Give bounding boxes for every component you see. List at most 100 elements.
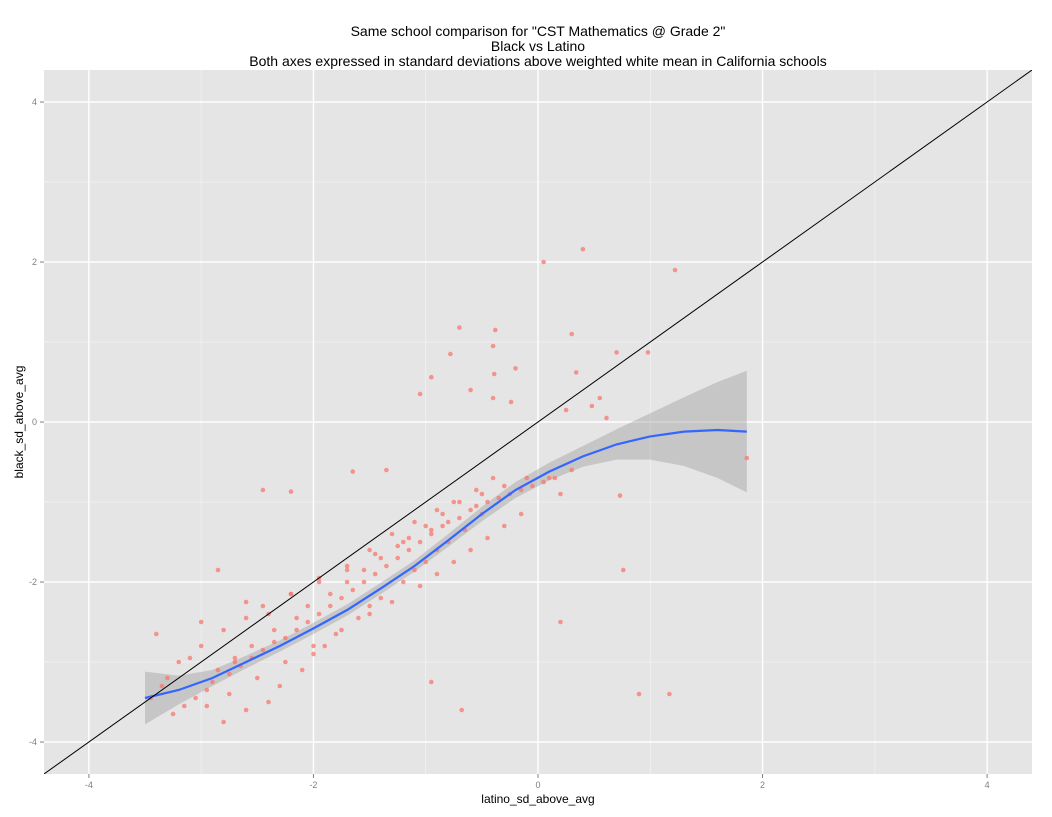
data-point: [221, 627, 226, 633]
data-point: [569, 467, 574, 473]
data-point: [490, 475, 496, 481]
data-point: [401, 579, 406, 585]
data-point: [372, 571, 378, 577]
data-point: [440, 523, 445, 529]
data-point: [294, 615, 299, 621]
data-point: [322, 643, 328, 649]
scatter-points: [148, 246, 750, 725]
confidence-band: [145, 370, 747, 725]
data-point: [288, 489, 294, 494]
reference-line-layer: [44, 70, 1032, 774]
data-point: [546, 475, 552, 481]
data-point: [491, 371, 497, 377]
data-point: [573, 370, 579, 375]
data-point: [468, 507, 473, 513]
data-point: [569, 331, 574, 337]
data-point: [412, 567, 417, 573]
data-point: [490, 343, 496, 349]
data-point: [283, 659, 288, 665]
data-point: [389, 531, 395, 537]
data-point: [429, 374, 434, 380]
data-point: [508, 399, 514, 405]
data-point: [198, 619, 204, 625]
y-tick-label: -4: [29, 737, 37, 747]
y-axis-title: black_sd_above_avg: [12, 366, 26, 479]
data-point: [636, 691, 642, 697]
data-point: [563, 407, 569, 413]
data-point: [448, 351, 453, 357]
data-point: [468, 547, 473, 553]
y-tick-label: 4: [32, 97, 37, 107]
data-point: [490, 395, 496, 401]
data-point: [367, 547, 372, 553]
data-point: [227, 671, 232, 677]
data-point: [468, 387, 473, 393]
data-point: [445, 519, 451, 525]
data-point: [513, 366, 518, 371]
data-point: [589, 403, 595, 409]
data-point: [339, 595, 344, 601]
data-point: [170, 711, 176, 717]
data-point: [249, 643, 254, 649]
data-point: [518, 487, 524, 493]
data-point: [406, 547, 412, 553]
data-point: [378, 555, 384, 561]
x-tick-label: -4: [85, 780, 93, 790]
data-point: [165, 675, 170, 681]
data-point: [434, 571, 440, 577]
data-point: [187, 655, 193, 661]
data-point: [210, 679, 215, 685]
data-point: [412, 519, 417, 525]
data-point: [328, 603, 333, 609]
y-tick-label: 0: [32, 417, 37, 427]
data-point: [159, 683, 165, 689]
data-point: [496, 495, 502, 501]
data-point: [580, 246, 586, 252]
data-point: [493, 327, 498, 333]
data-point: [344, 579, 350, 585]
data-point: [333, 631, 339, 637]
data-point: [434, 507, 440, 513]
data-point: [356, 615, 361, 621]
data-point: [502, 523, 507, 529]
data-point: [518, 511, 524, 517]
data-point: [271, 639, 277, 645]
x-axis-title: latino_sd_above_avg: [481, 792, 594, 806]
data-point: [395, 543, 401, 549]
data-point: [457, 515, 462, 521]
data-point: [451, 559, 457, 565]
data-point: [311, 643, 316, 649]
data-point: [243, 707, 249, 713]
data-point: [243, 615, 249, 621]
data-point: [215, 567, 221, 573]
x-tick-label: -2: [309, 780, 317, 790]
chart-title-line-3: Both axes expressed in standard deviatio…: [249, 53, 826, 69]
data-point: [617, 493, 623, 498]
smooth-trend-line: [144, 428, 747, 700]
data-point: [277, 683, 283, 689]
data-point: [305, 619, 311, 625]
confidence-band-layer: [145, 370, 747, 725]
data-point: [429, 531, 434, 537]
data-point: [645, 350, 651, 355]
data-point: [204, 687, 210, 693]
data-point: [266, 699, 271, 705]
data-point: [227, 691, 232, 697]
data-point: [406, 535, 412, 541]
chart-title-line-1: Same school comparison for "CST Mathemat…: [351, 23, 726, 39]
y-tick-label: 2: [32, 257, 37, 267]
data-point: [316, 611, 322, 617]
data-point: [597, 395, 603, 401]
data-point: [294, 627, 299, 633]
data-point: [243, 599, 249, 605]
data-point: [328, 591, 333, 597]
data-point: [459, 707, 465, 713]
data-point: [344, 563, 350, 569]
data-point: [524, 475, 530, 481]
data-point: [299, 667, 305, 673]
data-point: [283, 635, 288, 641]
data-point: [672, 267, 678, 273]
data-point: [367, 603, 372, 609]
data-point: [260, 487, 266, 493]
